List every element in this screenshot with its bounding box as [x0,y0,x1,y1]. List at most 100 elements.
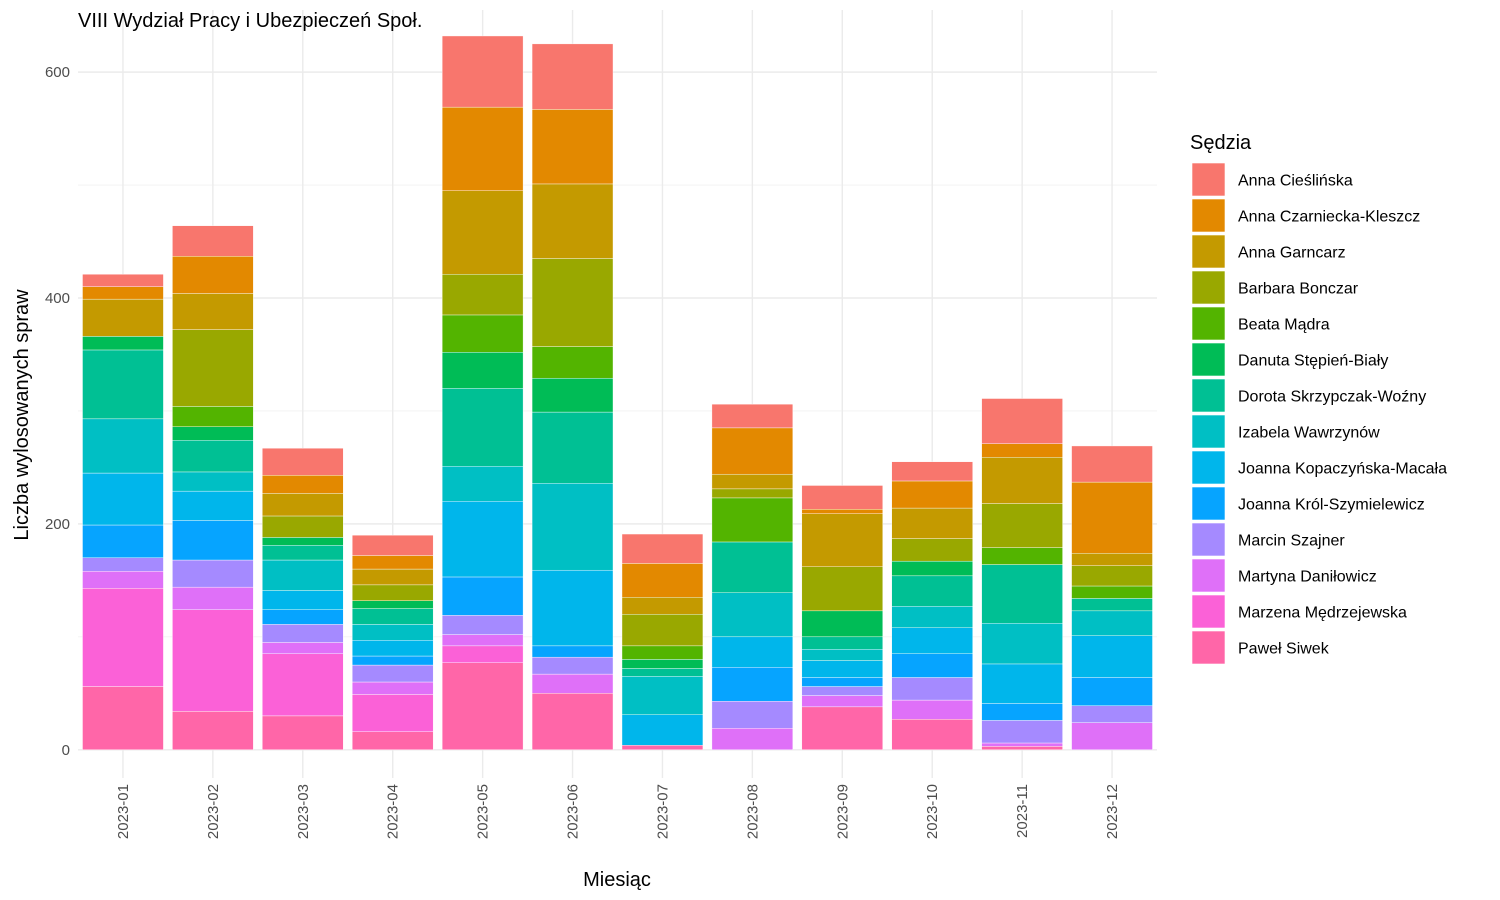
bar-segment [621,614,704,647]
legend-label: Anna Czarniecka-Kleszcz [1238,209,1420,226]
legend-label: Anna Cieślińska [1238,173,1353,190]
bar-segment [531,656,614,675]
bar-segment [891,507,973,539]
bar-segment [262,715,344,750]
bar-segment [82,472,164,526]
chart-title: VIII Wydział Pracy i Ubezpieczeń Społ. [78,10,422,32]
bar-segment [262,653,344,717]
bar-segment [172,711,254,750]
bar-segment [711,667,794,702]
legend-key [1191,558,1226,593]
bar-segment [262,537,344,546]
legend-key [1191,306,1226,341]
bar-segment [262,515,344,538]
legend-label: Marcin Szajner [1238,533,1345,550]
bar-segment [441,352,524,389]
bar-segment [981,663,1063,704]
bar-segment [1071,553,1153,566]
bar-segment [711,427,794,475]
bar-segment [711,403,794,429]
bar-segment [891,538,973,562]
bar-segment [352,694,434,732]
bar-segment [801,695,883,708]
bar-segment [441,645,524,664]
bar-segment [441,615,524,635]
bar-segment [981,742,1063,747]
bar-segment [352,624,434,641]
bar-segment [981,564,1063,624]
bar-segment [711,592,794,638]
bar-segment [621,714,704,746]
bar-segment [801,610,883,638]
bar-segment [891,575,973,607]
bar-segment [531,258,614,347]
bar-segment [801,485,883,510]
bar-segment [82,557,164,572]
bar-segment [262,475,344,494]
bar-segment [711,701,794,729]
bar-segment [352,584,434,601]
x-tick-label: 2023-04 [385,784,402,839]
x-tick-label: 2023-07 [654,784,671,839]
bar-segment [801,660,883,678]
x-tick-label: 2023-06 [565,784,582,839]
legend-key [1191,486,1226,521]
legend-key [1191,234,1226,269]
bar-segment [531,377,614,413]
bar-segment [1071,481,1153,554]
y-tick-label: 600 [45,64,70,81]
bar-segment [1071,445,1153,483]
bars [82,35,1153,750]
bar-segment [352,608,434,625]
bar-segment [801,509,883,514]
bar-segment [531,183,614,259]
bar-segment [352,555,434,570]
bar-segment [172,471,254,492]
bar-segment [172,520,254,561]
x-axis-ticks: 2023-01 2023-02 2023-03 2023-04 2023-05 2023-… [115,784,1121,839]
bar-segment [1071,610,1153,636]
bar-segment [891,653,973,678]
bar-segment [801,686,883,696]
bar-segment [82,686,164,750]
x-tick-label: 2023-01 [115,784,132,839]
bar-segment [172,225,254,257]
legend-label: Joanna Kopaczyńska-Macała [1238,461,1447,478]
legend-title: Sędzia [1190,132,1252,154]
x-axis-title: Miesiąc [583,869,651,891]
bar-segment [1071,598,1153,612]
bar-segment [172,609,254,712]
legend-label: Anna Garncarz [1238,245,1346,262]
bar-segment [262,624,344,643]
bar-segment [172,293,254,330]
bar-segment [262,493,344,517]
bar-segment [891,606,973,628]
bar-segment [891,677,973,701]
x-tick-label: 2023-05 [475,784,492,839]
bar-segment [441,501,524,578]
bar-segment [82,286,164,300]
legend-label: Dorota Skrzypczak-Woźny [1238,389,1426,406]
legend: Sędzia Anna Cieślińska Anna Czarniecka-Kl… [1190,132,1447,665]
bar-segment [262,559,344,591]
bar-segment [801,566,883,612]
bar-segment [981,623,1063,665]
x-tick-label: 2023-09 [834,784,851,839]
bar-segment [981,547,1063,565]
bar-segment [441,388,524,467]
bar-segment [981,457,1063,504]
bar-segment [531,569,614,647]
bar-segment [891,560,973,577]
legend-key [1191,450,1226,485]
bar-segment [441,274,524,316]
bar-segment [82,418,164,474]
legend-key [1191,378,1226,413]
legend-label: Joanna Król-Szymielewicz [1238,497,1425,514]
legend-label: Beata Mądra [1238,317,1330,334]
bar-segment [711,541,794,593]
bar-segment [531,693,614,750]
bar-segment [441,35,524,108]
bar-segment [891,719,973,750]
bar-segment [801,513,883,568]
